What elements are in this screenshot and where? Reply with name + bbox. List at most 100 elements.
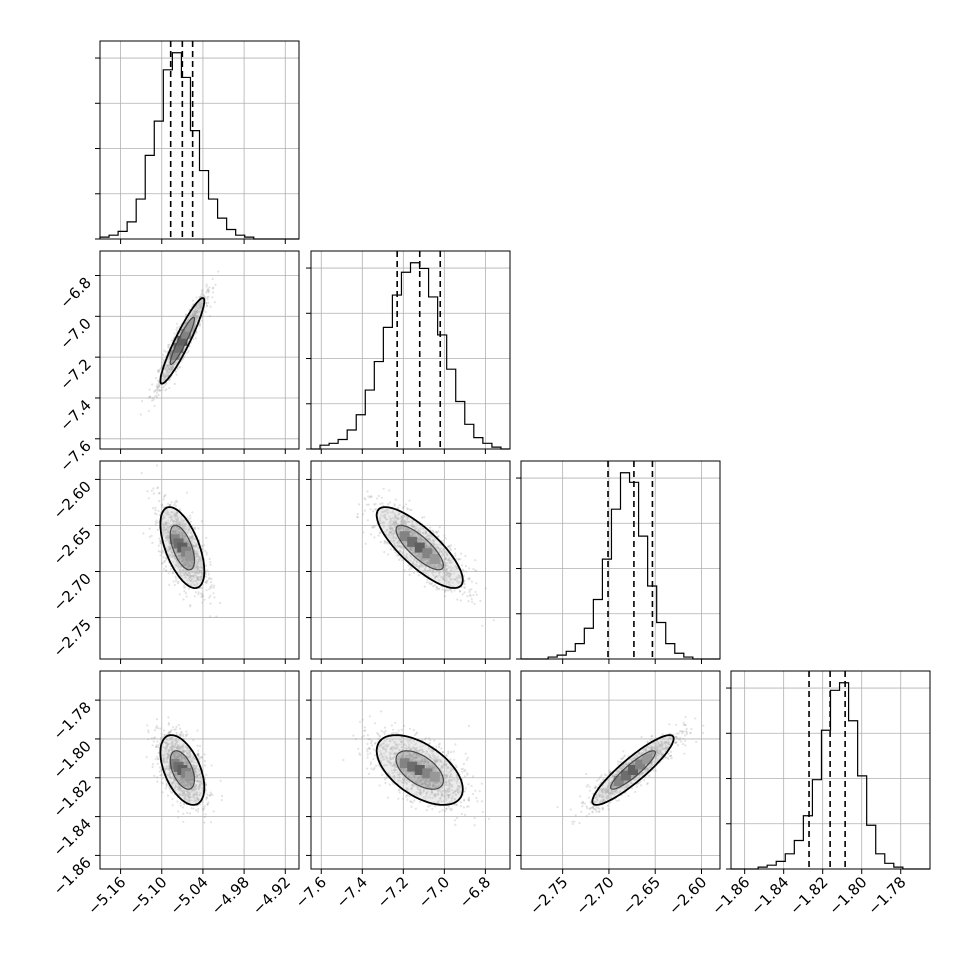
sample-point [173,513,176,517]
sample-point [161,503,164,506]
sample-point [183,558,186,561]
sample-point [461,568,465,571]
sample-point [183,556,186,559]
sample-point [190,313,193,316]
sample-point [188,563,191,566]
sample-point [157,751,160,755]
sample-point [201,302,204,305]
sample-point [175,511,178,514]
sample-point [172,523,175,526]
sample-point [404,503,408,506]
sample-point [183,563,186,566]
sample-point [191,561,194,564]
sample-point [195,315,198,318]
sample-point [196,553,199,556]
scatter-panel-3-0 [99,670,300,870]
sample-point [446,589,450,592]
sample-point [167,526,170,529]
sample-point [174,548,178,551]
sample-point [174,575,177,578]
sample-point [168,361,171,364]
sample-point [173,332,176,335]
sample-point [155,391,158,394]
y-tick-label: −7.4 [56,396,94,434]
sample-point [200,301,204,305]
sample-point [191,561,195,564]
sample-point [195,315,198,318]
sample-point [199,578,202,581]
sample-point [184,534,187,538]
sample-point [190,536,193,539]
sample-point [189,576,192,579]
sample-point [444,590,447,593]
sample-point [175,529,178,532]
sample-point [151,397,154,400]
sample-point [184,563,188,566]
sample-point [166,364,169,367]
sample-point [171,531,175,534]
sample-point [173,382,176,385]
density-cell [185,321,196,332]
sample-point [166,372,169,375]
sample-point [186,540,190,543]
sample-point [193,528,196,531]
sample-point [196,308,199,311]
sample-point [156,528,159,531]
sample-point [198,557,201,560]
sample-point [170,359,174,362]
sample-point [195,310,198,313]
sample-point [195,555,198,558]
sample-point [214,283,217,286]
sample-point [209,561,212,564]
sample-point [195,316,198,319]
sample-point [184,586,187,589]
sample-point [200,595,203,599]
sample-point [195,331,198,334]
sample-point [188,564,191,567]
sample-point [177,517,180,520]
sample-point [169,367,172,370]
sample-point [167,519,170,522]
sample-point [167,364,170,367]
sample-point [179,569,183,572]
histogram-step [311,262,510,450]
sample-point [191,537,195,540]
sample-point [188,314,192,317]
sample-point [181,559,184,562]
sample-point [152,398,155,401]
sample-point [441,588,444,591]
sample-point [161,361,164,364]
sample-point [178,555,182,559]
sample-point [388,501,392,504]
sample-point [179,521,183,524]
sample-point [142,532,145,535]
sample-point [158,389,162,392]
sample-point [168,513,171,516]
sample-point [172,515,175,518]
sample-point [170,518,173,521]
sample-point [202,544,205,547]
sample-point [187,542,190,545]
sample-point [200,756,203,759]
sample-point [168,554,171,557]
sample-point [168,525,171,529]
sample-point [159,554,162,557]
sample-point [173,362,176,365]
sample-point [196,317,199,320]
sample-point [207,291,210,294]
sample-point [189,316,192,319]
sample-point [183,584,186,587]
sample-point [175,514,178,517]
sample-point [198,301,201,304]
sample-point [201,548,204,551]
sample-point [157,492,160,495]
sample-point [198,570,201,573]
sample-point [200,578,203,581]
sample-point [183,560,186,563]
sample-point [207,301,210,304]
sample-point [156,388,159,391]
sample-point [463,591,466,594]
sample-point [190,536,193,539]
sample-point [212,291,215,294]
sample-point [177,532,180,535]
